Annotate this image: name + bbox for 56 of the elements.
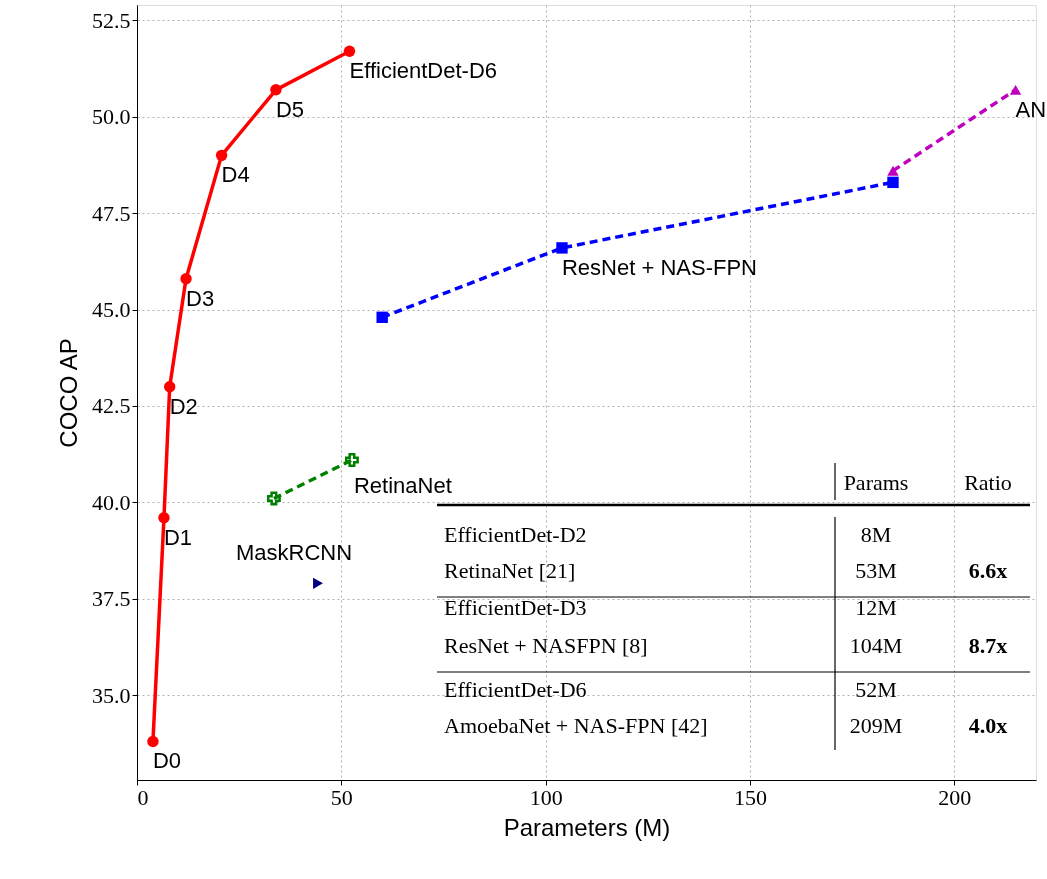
point xyxy=(376,311,388,324)
y-tick-label: 42.5 xyxy=(92,393,131,419)
point xyxy=(344,453,359,467)
point xyxy=(215,149,228,162)
annotation: 6.6x xyxy=(968,558,1008,583)
annotation: 4.0x xyxy=(968,713,1008,738)
annotation: EfficientDet-D2 xyxy=(444,522,587,547)
annotation: RetinaNet xyxy=(353,472,452,498)
annotation: Params xyxy=(843,470,909,495)
point xyxy=(343,45,356,57)
annotation: EfficientDet-D6 xyxy=(444,677,587,702)
annotation: ResNet + NAS-FPN xyxy=(561,254,757,280)
annotation: D0 xyxy=(152,748,182,774)
y-tick-label: 50.0 xyxy=(92,104,131,130)
point xyxy=(313,577,323,590)
y-tick-label: 47.5 xyxy=(92,200,131,226)
y-tick-label: 35.0 xyxy=(92,682,131,708)
y-tick-label: 37.5 xyxy=(92,586,131,612)
y-tick-label: 52.5 xyxy=(92,7,131,33)
point xyxy=(556,242,568,254)
annotation: D5 xyxy=(275,96,305,122)
annotation: D3 xyxy=(186,285,215,311)
annotation: D1 xyxy=(163,524,193,550)
point xyxy=(887,176,899,189)
point xyxy=(147,735,159,748)
annotation: D2 xyxy=(169,393,198,419)
annotation: 104M xyxy=(849,633,903,658)
y-axis-title: COCO AP xyxy=(55,338,82,448)
annotation: RetinaNet [21] xyxy=(444,558,576,583)
y-tick-label: 40.0 xyxy=(92,489,131,515)
y-tick-label: 45.0 xyxy=(92,297,131,323)
point xyxy=(163,381,176,393)
annotation: AN xyxy=(1015,96,1047,122)
annotation: EfficientDet-D3 xyxy=(444,595,587,620)
x-tick-label: 50 xyxy=(330,784,353,810)
x-axis-title: Parameters (M) xyxy=(503,813,671,841)
annotation: Ratio xyxy=(964,470,1012,495)
point xyxy=(180,273,192,285)
annotation: D4 xyxy=(221,162,250,188)
x-tick-label: 0 xyxy=(137,784,149,810)
point xyxy=(158,512,170,524)
x-tick-label: 150 xyxy=(733,784,767,810)
annotation: 53M xyxy=(855,558,897,583)
point xyxy=(270,84,282,96)
x-tick-label: 100 xyxy=(529,784,563,810)
annotation: AmoebaNet + NAS-FPN [42] xyxy=(444,713,708,738)
annotation: ResNet + NASFPN [8] xyxy=(444,633,648,658)
annotation: 8.7x xyxy=(968,633,1008,658)
annotation: MaskRCNN xyxy=(236,540,353,566)
annotation: EfficientDet-D6 xyxy=(349,58,498,84)
x-tick-label: 200 xyxy=(938,784,972,810)
annotation: 8M xyxy=(860,522,892,547)
point xyxy=(266,491,281,506)
annotation: 52M xyxy=(855,677,897,702)
annotation: 12M xyxy=(855,595,897,620)
annotation: 209M xyxy=(849,713,903,738)
